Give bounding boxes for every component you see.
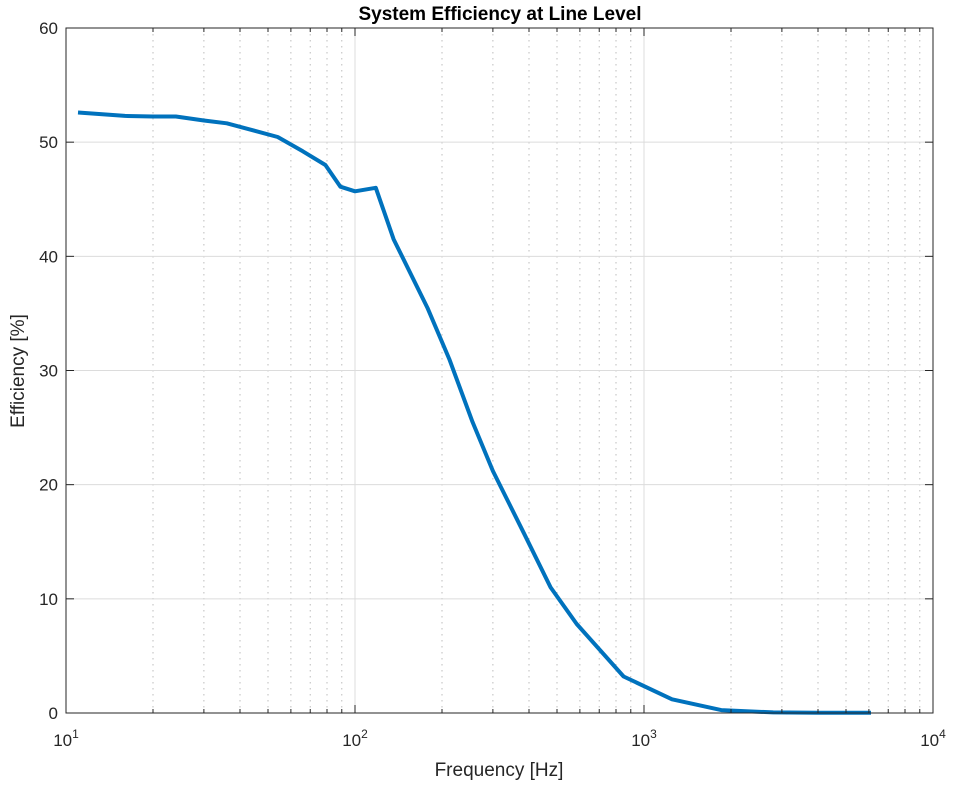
series-layer (77, 110, 871, 715)
tick-marks (65, 27, 934, 714)
y-tick-label: 10 (39, 590, 58, 609)
y-tick-label: 0 (49, 704, 58, 723)
y-tick-labels: 0 10 20 30 40 50 60 (39, 19, 58, 723)
y-tick-label: 30 (39, 362, 58, 381)
x-tick-label: 104 (920, 727, 946, 750)
x-axis-title: Frequency [Hz] (435, 760, 564, 781)
x-tick-labels: 101 102 103 104 (53, 727, 946, 750)
y-tick-label: 20 (39, 476, 58, 495)
efficiency-line (77, 110, 871, 715)
chart-title: System Efficiency at Line Level (358, 4, 641, 25)
y-tick-label: 60 (39, 19, 58, 38)
y-tick-label: 50 (39, 133, 58, 152)
y-tick-label: 40 (39, 247, 58, 266)
y-axis-title: Efficiency [%] (8, 314, 29, 428)
x-tick-label: 103 (631, 727, 657, 750)
x-tick-label: 102 (342, 727, 368, 750)
x-tick-label: 101 (53, 727, 79, 750)
